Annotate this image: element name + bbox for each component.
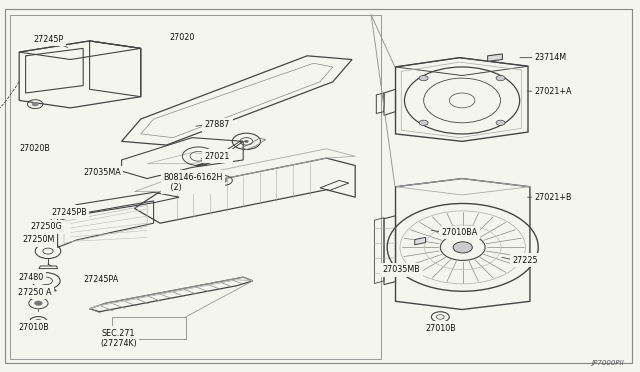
- Text: 27010B: 27010B: [425, 324, 456, 333]
- Text: 27250 A: 27250 A: [18, 288, 51, 296]
- Text: 27021: 27021: [205, 152, 230, 161]
- Text: 27021+A: 27021+A: [534, 87, 572, 96]
- Circle shape: [244, 140, 248, 142]
- Polygon shape: [415, 237, 426, 245]
- Circle shape: [419, 76, 428, 81]
- Text: 27010B: 27010B: [18, 323, 49, 332]
- Polygon shape: [488, 54, 502, 61]
- Circle shape: [32, 102, 38, 106]
- Text: SEC.271
(27274K): SEC.271 (27274K): [100, 329, 137, 348]
- Text: 27021+B: 27021+B: [534, 193, 572, 202]
- Text: 27020B: 27020B: [19, 144, 50, 153]
- Text: 27010BA: 27010BA: [442, 228, 478, 237]
- Circle shape: [419, 120, 428, 125]
- FancyBboxPatch shape: [5, 9, 632, 363]
- Text: 27245PB: 27245PB: [51, 208, 87, 217]
- Circle shape: [221, 179, 227, 182]
- Text: 27250G: 27250G: [31, 222, 63, 231]
- Circle shape: [496, 76, 505, 81]
- Text: 27245P: 27245P: [33, 35, 63, 44]
- Text: 27035MB: 27035MB: [383, 265, 420, 274]
- Text: JP7000PII: JP7000PII: [591, 360, 624, 366]
- Text: 23714M: 23714M: [534, 53, 566, 62]
- Text: 27035MA: 27035MA: [83, 169, 121, 177]
- Text: 27887: 27887: [205, 120, 230, 129]
- Text: B08146-6162H
   (2): B08146-6162H (2): [163, 173, 223, 192]
- Circle shape: [35, 301, 42, 305]
- Text: 27245PA: 27245PA: [83, 275, 118, 284]
- FancyBboxPatch shape: [10, 15, 381, 359]
- Text: 27020: 27020: [170, 33, 195, 42]
- Text: 27225: 27225: [512, 256, 538, 265]
- Text: 27250M: 27250M: [22, 235, 55, 244]
- Circle shape: [496, 120, 505, 125]
- Text: 27480: 27480: [18, 273, 43, 282]
- Circle shape: [453, 242, 472, 253]
